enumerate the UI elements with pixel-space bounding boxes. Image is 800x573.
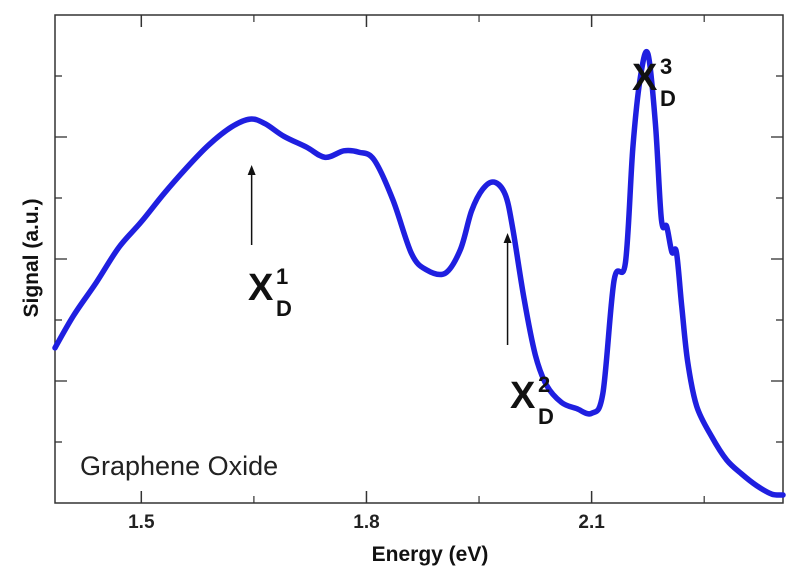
inset-label: Graphene Oxide: [80, 451, 278, 481]
peak-label-main: X: [510, 375, 536, 417]
peak-label-sup: 2: [538, 372, 550, 397]
x-axis-title: Energy (eV): [372, 543, 489, 566]
peak-label-main: X: [248, 267, 274, 309]
x-tick-label: 2.1: [578, 512, 605, 533]
peak-label-main: X: [632, 57, 658, 99]
peak-label-sup: 3: [660, 54, 672, 79]
peak-label-sup: 1: [276, 264, 288, 289]
peak-label-sub: D: [660, 86, 676, 111]
x-tick-label: 1.8: [353, 512, 379, 533]
annotation-arrow-head: [247, 165, 256, 175]
series-layer: [52, 49, 786, 498]
peak-label-sub: D: [538, 404, 554, 429]
axis-ticks: 1.5 1.8 2.1: [55, 15, 783, 533]
series-line: [52, 49, 786, 498]
peak-label-sub: D: [276, 296, 292, 321]
y-axis-title: Signal (a.u.): [20, 198, 43, 317]
x-tick-label: 1.5: [128, 512, 155, 533]
annotation-arrow-head: [503, 233, 512, 243]
annotations: X 1DX 2DX 3D: [247, 54, 676, 429]
